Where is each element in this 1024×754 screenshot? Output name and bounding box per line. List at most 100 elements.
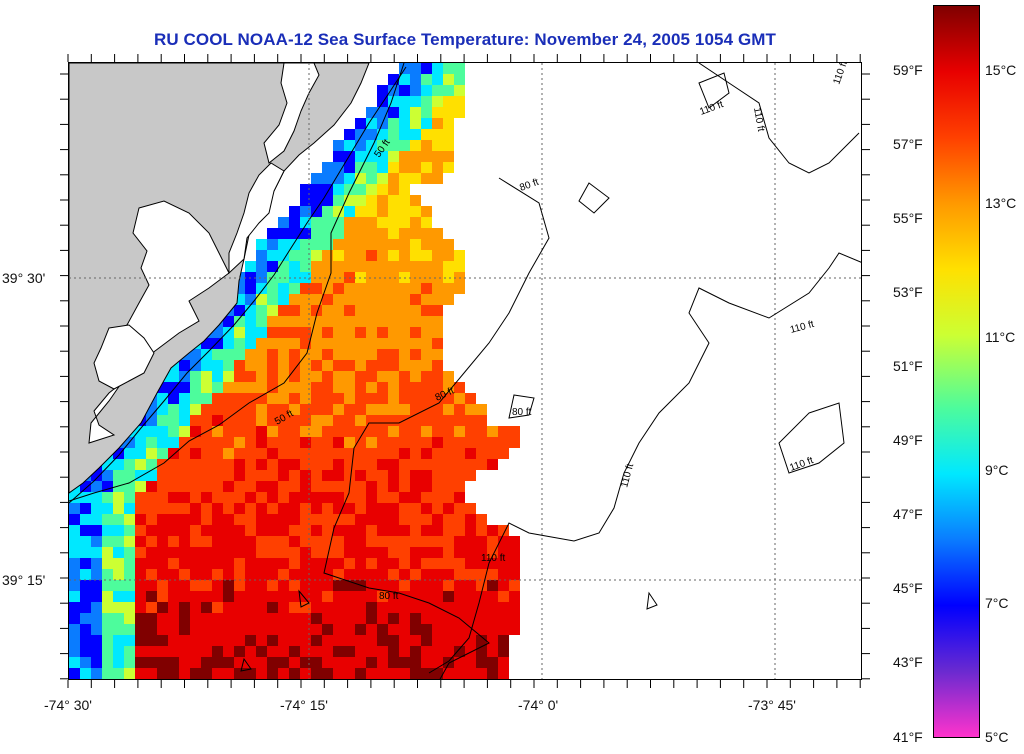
sst-cell bbox=[421, 613, 432, 624]
sst-cell bbox=[432, 437, 443, 448]
sst-cell bbox=[487, 624, 498, 635]
sst-cell bbox=[410, 569, 421, 580]
sst-cell bbox=[355, 162, 366, 173]
sst-cell bbox=[344, 250, 355, 261]
sst-cell bbox=[388, 217, 399, 228]
fahrenheit-label: 59°F bbox=[893, 62, 923, 78]
sst-cell bbox=[212, 525, 223, 536]
sst-cell bbox=[377, 569, 388, 580]
sst-cell bbox=[377, 525, 388, 536]
sst-cell bbox=[399, 206, 410, 217]
sst-cell bbox=[300, 635, 311, 646]
sst-cell bbox=[267, 382, 278, 393]
contour-label: 110 ft bbox=[751, 107, 766, 133]
sst-cell bbox=[432, 591, 443, 602]
sst-cell bbox=[157, 492, 168, 503]
sst-cell bbox=[146, 635, 157, 646]
sst-cell bbox=[399, 140, 410, 151]
sst-cell bbox=[432, 492, 443, 503]
sst-cell bbox=[355, 437, 366, 448]
sst-cell bbox=[69, 580, 80, 591]
sst-cell bbox=[179, 668, 190, 679]
sst-cell bbox=[377, 547, 388, 558]
sst-cell bbox=[201, 580, 212, 591]
sst-cell bbox=[157, 470, 168, 481]
sst-cell bbox=[388, 327, 399, 338]
sst-cell bbox=[421, 140, 432, 151]
sst-cell bbox=[432, 239, 443, 250]
sst-cell bbox=[388, 173, 399, 184]
sst-cell bbox=[432, 371, 443, 382]
sst-cell bbox=[157, 591, 168, 602]
sst-cell bbox=[465, 624, 476, 635]
sst-cell bbox=[498, 569, 509, 580]
sst-cell bbox=[102, 591, 113, 602]
sst-cell bbox=[135, 657, 146, 668]
sst-cell bbox=[223, 338, 234, 349]
sst-cell bbox=[388, 514, 399, 525]
sst-cell bbox=[256, 525, 267, 536]
sst-cell bbox=[179, 624, 190, 635]
sst-cell bbox=[179, 393, 190, 404]
sst-cell bbox=[388, 404, 399, 415]
sst-cell bbox=[410, 283, 421, 294]
sst-cell bbox=[223, 393, 234, 404]
sst-cell bbox=[465, 635, 476, 646]
sst-cell bbox=[366, 195, 377, 206]
sst-cell bbox=[91, 514, 102, 525]
sst-cell bbox=[289, 360, 300, 371]
sst-cell bbox=[212, 657, 223, 668]
sst-cell bbox=[366, 305, 377, 316]
sst-cell bbox=[256, 503, 267, 514]
sst-cell bbox=[366, 393, 377, 404]
sst-cell bbox=[377, 657, 388, 668]
sst-cell bbox=[113, 602, 124, 613]
sst-cell bbox=[399, 382, 410, 393]
sst-cell bbox=[256, 261, 267, 272]
sst-cell bbox=[157, 404, 168, 415]
sst-cell bbox=[135, 426, 146, 437]
sst-cell bbox=[355, 536, 366, 547]
sst-cell bbox=[377, 602, 388, 613]
sst-cell bbox=[388, 415, 399, 426]
sst-cell bbox=[432, 316, 443, 327]
sst-cell bbox=[454, 74, 465, 85]
sst-cell bbox=[355, 415, 366, 426]
sst-cell bbox=[355, 525, 366, 536]
sst-cell bbox=[454, 558, 465, 569]
sst-cell bbox=[443, 569, 454, 580]
sst-cell bbox=[278, 393, 289, 404]
sst-cell bbox=[124, 613, 135, 624]
sst-cell bbox=[223, 657, 234, 668]
sst-cell bbox=[289, 250, 300, 261]
sst-cell bbox=[91, 613, 102, 624]
sst-cell bbox=[113, 492, 124, 503]
sst-cell bbox=[311, 613, 322, 624]
sst-cell bbox=[344, 536, 355, 547]
sst-cell bbox=[443, 668, 454, 679]
sst-cell bbox=[399, 448, 410, 459]
sst-cell bbox=[223, 558, 234, 569]
sst-cell bbox=[256, 239, 267, 250]
sst-cell bbox=[256, 459, 267, 470]
sst-cell bbox=[410, 624, 421, 635]
sst-cell bbox=[212, 602, 223, 613]
sst-cell bbox=[399, 283, 410, 294]
sst-cell bbox=[454, 602, 465, 613]
sst-cell bbox=[333, 613, 344, 624]
sst-cell bbox=[355, 624, 366, 635]
sst-cell bbox=[179, 481, 190, 492]
sst-cell bbox=[80, 525, 91, 536]
sst-cell bbox=[454, 63, 465, 74]
sst-cell bbox=[267, 415, 278, 426]
sst-cell bbox=[399, 393, 410, 404]
sst-cell bbox=[267, 239, 278, 250]
contour-shoal-3 bbox=[298, 589, 310, 608]
sst-cell bbox=[443, 635, 454, 646]
sst-cell bbox=[399, 404, 410, 415]
sst-cell bbox=[289, 338, 300, 349]
sst-cell bbox=[498, 437, 509, 448]
sst-cell bbox=[366, 613, 377, 624]
sst-cell bbox=[311, 206, 322, 217]
sst-cell bbox=[124, 591, 135, 602]
